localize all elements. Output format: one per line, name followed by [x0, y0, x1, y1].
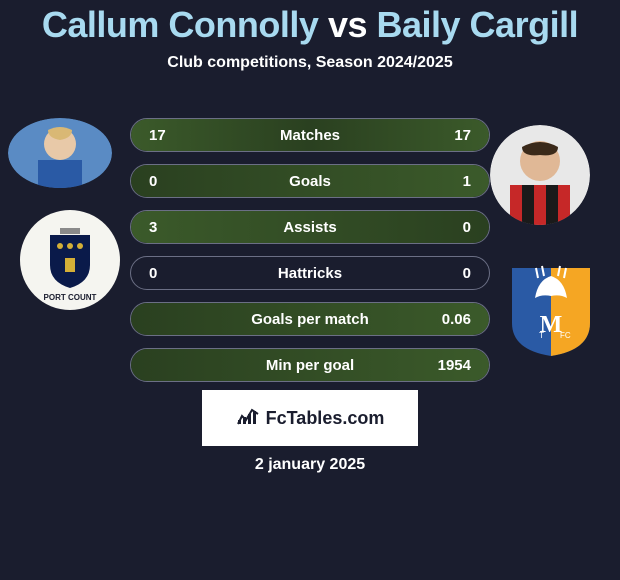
stats-table: 17Matches170Goals13Assists00Hattricks0Go… — [130, 118, 490, 394]
stat-row: 3Assists0 — [130, 210, 490, 244]
stat-value-right: 1 — [463, 173, 471, 190]
stat-row: 17Matches17 — [130, 118, 490, 152]
player2-avatar — [490, 125, 590, 225]
stat-value-right: 0 — [463, 265, 471, 282]
svg-text:FC: FC — [560, 331, 571, 340]
stat-label: Goals — [131, 173, 489, 190]
subtitle: Club competitions, Season 2024/2025 — [0, 54, 620, 72]
stat-label: Matches — [131, 127, 489, 144]
stat-value-right: 0.06 — [442, 311, 471, 328]
stat-label: Min per goal — [131, 357, 489, 374]
player1-crest: PORT COUNT — [20, 210, 120, 310]
watermark: FcTables.com — [202, 390, 418, 446]
stat-value-right: 1954 — [438, 357, 471, 374]
svg-text:PORT COUNT: PORT COUNT — [44, 293, 97, 302]
player1-avatar — [8, 118, 112, 188]
svg-text:T: T — [539, 331, 544, 340]
stat-value-right: 0 — [463, 219, 471, 236]
player2-crest: M T FC — [500, 258, 602, 360]
stat-label: Assists — [131, 219, 489, 236]
watermark-text: FcTables.com — [266, 408, 385, 429]
date: 2 january 2025 — [0, 456, 620, 474]
comparison-title: Callum Connolly vs Baily Cargill — [0, 0, 620, 46]
stat-value-right: 17 — [454, 127, 471, 144]
player1-name: Callum Connolly — [42, 4, 319, 45]
chart-icon — [236, 406, 260, 431]
stat-label: Goals per match — [131, 311, 489, 328]
vs-text: vs — [328, 4, 367, 45]
stat-row: Goals per match0.06 — [130, 302, 490, 336]
stat-label: Hattricks — [131, 265, 489, 282]
player2-name: Baily Cargill — [377, 4, 579, 45]
stat-row: 0Goals1 — [130, 164, 490, 198]
stat-row: Min per goal1954 — [130, 348, 490, 382]
stat-row: 0Hattricks0 — [130, 256, 490, 290]
